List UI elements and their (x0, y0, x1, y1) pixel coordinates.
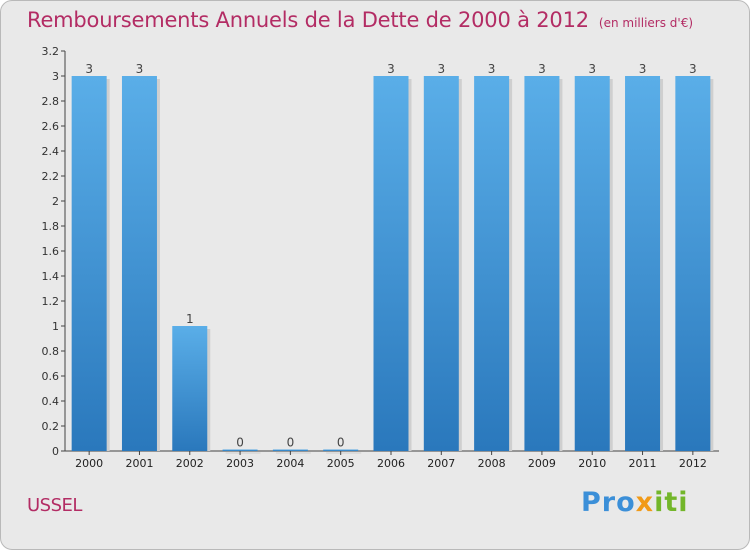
data-label: 3 (538, 62, 546, 76)
x-tick-label: 2009 (528, 457, 556, 470)
chart-title-block: Remboursements Annuels de la Dette de 20… (27, 8, 693, 32)
logo-part-3: iti (654, 487, 689, 518)
y-tick-label: 2.4 (42, 145, 60, 158)
y-tick-label: 1 (52, 320, 59, 333)
y-tick-label: 1.2 (42, 295, 60, 308)
bar (524, 76, 560, 451)
bar (222, 449, 258, 451)
x-tick-label: 2006 (377, 457, 405, 470)
chart-subtitle: (en milliers d'€) (598, 16, 694, 30)
bar (574, 76, 610, 451)
data-label: 3 (639, 62, 647, 76)
bar-shadow (326, 452, 362, 454)
y-tick-label: 0 (52, 445, 59, 458)
y-tick-label: 1.4 (42, 270, 60, 283)
y-tick-label: 2.8 (42, 95, 60, 108)
y-tick-label: 2 (52, 195, 59, 208)
logo-part-2: x (635, 487, 655, 518)
y-tick-label: 2.6 (42, 120, 60, 133)
bar-shadow (225, 452, 261, 454)
bar (625, 76, 661, 451)
x-tick-label: 2002 (176, 457, 204, 470)
data-label: 3 (689, 62, 697, 76)
y-tick-label: 0.2 (42, 420, 60, 433)
data-label: 3 (387, 62, 395, 76)
chart-title: Remboursements Annuels de la Dette de 20… (27, 8, 589, 32)
y-tick-label: 3.2 (42, 45, 60, 58)
data-label: 0 (337, 436, 345, 450)
x-tick-label: 2008 (478, 457, 506, 470)
x-tick-label: 2011 (629, 457, 657, 470)
bar (323, 449, 359, 451)
y-tick-label: 1.6 (42, 245, 60, 258)
data-label: 3 (588, 62, 596, 76)
bar (423, 76, 459, 451)
bar (71, 76, 107, 451)
y-tick-label: 2.2 (42, 170, 60, 183)
x-tick-label: 2003 (226, 457, 254, 470)
commune-name: USSEL (27, 495, 82, 516)
bar (474, 76, 510, 451)
bar (121, 76, 157, 451)
data-label: 3 (85, 62, 93, 76)
data-label: 0 (236, 436, 244, 450)
x-tick-label: 2007 (427, 457, 455, 470)
y-tick-label: 0.8 (42, 345, 60, 358)
data-label: 0 (287, 436, 295, 450)
y-tick-label: 0.6 (42, 370, 60, 383)
data-label: 3 (437, 62, 445, 76)
x-tick-label: 2005 (327, 457, 355, 470)
x-tick-label: 2001 (125, 457, 153, 470)
proxiti-logo[interactable]: Proxiti (581, 487, 689, 518)
x-tick-label: 2010 (578, 457, 606, 470)
bar (172, 326, 208, 451)
x-tick-label: 2004 (276, 457, 304, 470)
y-tick-label: 3 (52, 70, 59, 83)
bar (272, 449, 308, 451)
logo-part-1: Pro (581, 487, 636, 518)
x-tick-label: 2000 (75, 457, 103, 470)
y-tick-label: 1.8 (42, 220, 60, 233)
bar (373, 76, 409, 451)
data-label: 3 (488, 62, 496, 76)
data-label: 3 (136, 62, 144, 76)
y-tick-label: 0.4 (42, 395, 60, 408)
bar (675, 76, 711, 451)
bar-shadow (275, 452, 311, 454)
data-label: 1 (186, 312, 194, 326)
x-tick-label: 2012 (679, 457, 707, 470)
